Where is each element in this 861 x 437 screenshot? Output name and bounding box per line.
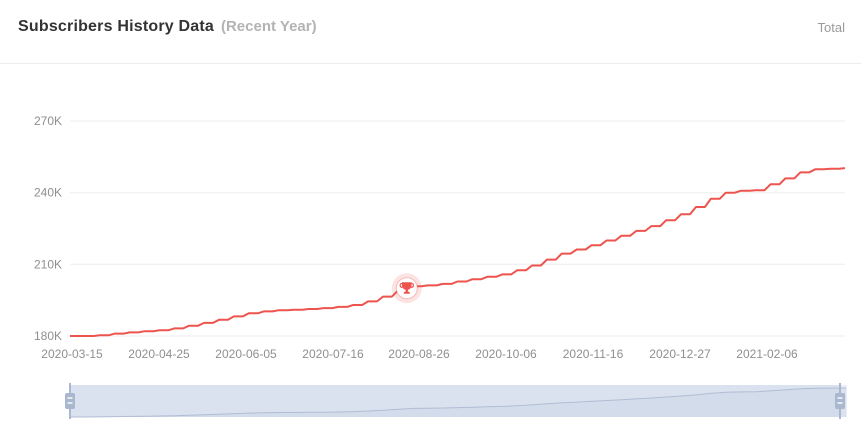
total-series-line	[70, 167, 846, 337]
y-axis: 180K 210K 240K 270K	[34, 114, 62, 343]
x-axis-label: 2020-11-16	[563, 347, 624, 361]
slider-selected-range[interactable]	[70, 385, 840, 417]
slider-data-shadow	[70, 388, 846, 417]
y-axis-label: 210K	[34, 257, 62, 271]
x-axis: 2020-03-15 2020-04-25 2020-06-05 2020-07…	[41, 347, 798, 361]
datazoom-slider[interactable]	[65, 383, 847, 419]
y-axis-label: 270K	[34, 114, 62, 128]
slider-data-shadow-line	[70, 387, 847, 418]
x-axis-label: 2020-03-15	[41, 347, 103, 361]
y-axis-label: 180K	[34, 329, 62, 343]
slider-right-handle[interactable]	[835, 383, 845, 419]
x-axis-label: 2020-10-06	[475, 347, 537, 361]
x-axis-label: 2021-02-06	[736, 347, 798, 361]
x-axis-label: 2020-06-05	[215, 347, 277, 361]
x-axis-label: 2020-07-16	[302, 347, 364, 361]
header-divider	[0, 63, 861, 64]
legend-item-total[interactable]: Total	[817, 20, 845, 35]
x-axis-label: 2020-08-26	[388, 347, 450, 361]
trophy-icon	[399, 282, 415, 294]
page-subtitle: (Recent Year)	[220, 18, 317, 35]
slider-left-handle[interactable]	[65, 383, 75, 419]
x-axis-label: 2020-04-25	[128, 347, 190, 361]
x-axis-label: 2020-12-27	[649, 347, 711, 361]
milestone-marker[interactable]	[391, 273, 422, 304]
gridlines	[70, 120, 845, 337]
y-axis-label: 240K	[34, 186, 62, 200]
page-title: Subscribers History Data	[18, 18, 214, 35]
card-header: Subscribers History Data (Recent Year)	[18, 18, 317, 36]
